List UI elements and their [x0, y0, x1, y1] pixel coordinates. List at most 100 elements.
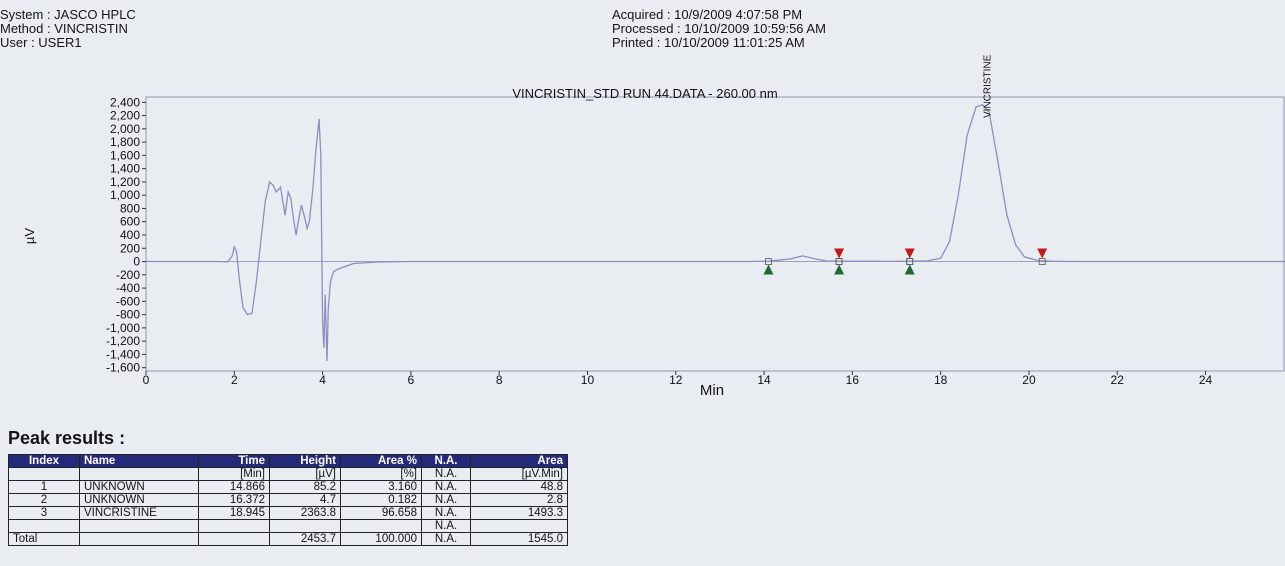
peak-start-marker	[763, 264, 774, 275]
printed-label: Printed : 10/10/2009 11:01:25 AM	[612, 35, 805, 50]
table-cell: N.A.	[421, 506, 471, 520]
peak-start-marker	[834, 264, 845, 275]
x-tick-label: 18	[934, 373, 948, 387]
column-header: Area	[470, 454, 568, 468]
peak-results-title: Peak results :	[8, 428, 126, 448]
system-label: System : JASCO HPLC	[0, 7, 136, 22]
x-tick-label: 24	[1199, 373, 1213, 387]
chromatogram-trace	[146, 103, 1285, 362]
table-cell: 0.182	[340, 493, 422, 507]
y-tick-label: 1,000	[110, 188, 140, 202]
peak-end-marker	[1037, 248, 1048, 259]
table-cell: 1545.0	[470, 532, 568, 546]
x-tick-label: 10	[581, 373, 595, 387]
y-tick-label: -1,400	[106, 347, 140, 361]
method-label: Method : VINCRISTIN	[0, 21, 128, 36]
table-cell: 3.160	[340, 480, 422, 494]
x-tick-label: 2	[231, 373, 238, 387]
table-cell: [µV]	[269, 467, 341, 481]
table-cell: 4.7	[269, 493, 341, 507]
table-cell: 2	[8, 493, 80, 507]
table-cell: N.A.	[421, 480, 471, 494]
table-cell: N.A.	[421, 467, 471, 481]
column-header: Name	[79, 454, 199, 468]
table-cell: [µV.Min]	[470, 467, 568, 481]
x-tick-label: 0	[143, 373, 150, 387]
table-cell: N.A.	[421, 493, 471, 507]
table-cell	[470, 519, 568, 533]
y-tick-label: -200	[116, 268, 140, 282]
table-row: 3 VINCRISTINE 18.945 2363.8 96.658 N.A. 1493.3	[8, 506, 568, 520]
column-header: Time	[198, 454, 270, 468]
table-cell: VINCRISTINE	[79, 506, 199, 520]
table-cell: 16.372	[198, 493, 270, 507]
y-tick-label: 800	[120, 201, 140, 215]
plot-frame	[145, 96, 1285, 372]
y-tick-label: -400	[116, 281, 140, 295]
table-row: 2 UNKNOWN 16.372 4.7 0.182 N.A. 2.8	[8, 493, 568, 507]
y-tick-label: 1,800	[110, 135, 140, 149]
table-cell	[8, 519, 80, 533]
acquired-label: Acquired : 10/9/2009 4:07:58 PM	[612, 7, 803, 22]
table-row: 1 UNKNOWN 14.866 85.2 3.160 N.A. 48.8	[8, 480, 568, 494]
processed-label: Processed : 10/10/2009 10:59:56 AM	[612, 21, 826, 36]
table-cell	[198, 519, 270, 533]
table-cell: 18.945	[198, 506, 270, 520]
table-cell: 1	[8, 480, 80, 494]
table-cell: UNKNOWN	[79, 480, 199, 494]
y-tick-label: -1,200	[106, 334, 140, 348]
table-cell	[340, 519, 422, 533]
y-tick-label: 1,200	[110, 175, 140, 189]
column-header: N.A.	[421, 454, 471, 468]
table-cell: 2453.7	[269, 532, 341, 546]
table-cell	[8, 467, 80, 481]
y-tick-label: -800	[116, 308, 140, 322]
y-tick-label: 2,000	[110, 122, 140, 136]
chromatogram-chart: VINCRISTIN_STD RUN 44.DATA - 260.00 nm M…	[22, 54, 1285, 399]
table-row: N.A.	[8, 519, 568, 533]
column-header: Index	[8, 454, 80, 468]
peak-end-marker	[834, 248, 845, 259]
peak-start-marker	[904, 264, 915, 275]
units-row: [Min] [µV] [%] N.A. [µV.Min]	[8, 467, 568, 481]
x-tick-label: 12	[669, 373, 683, 387]
y-tick-label: 2,400	[110, 95, 140, 109]
table-cell: 3	[8, 506, 80, 520]
x-tick-label: 8	[496, 373, 503, 387]
x-tick-label: 22	[1111, 373, 1125, 387]
table-cell: [%]	[340, 467, 422, 481]
x-tick-label: 14	[757, 373, 771, 387]
peak-results-table: Index Name Time Height Area % N.A. Area [Min][…	[8, 454, 568, 546]
table-cell: 2363.8	[269, 506, 341, 520]
table-header-row: Index Name Time Height Area % N.A. Area	[8, 454, 568, 468]
table-cell: [Min]	[198, 467, 270, 481]
column-header: Height	[269, 454, 341, 468]
y-tick-label: 1,400	[110, 162, 140, 176]
table-cell: 48.8	[470, 480, 568, 494]
table-cell	[269, 519, 341, 533]
column-header: Area %	[340, 454, 422, 468]
peak-label-vincristine: VINCRISTINE	[983, 54, 994, 118]
x-tick-label: 16	[846, 373, 860, 387]
y-tick-label: -1,000	[106, 321, 140, 335]
table-cell	[79, 519, 199, 533]
x-tick-label: 20	[1022, 373, 1036, 387]
table-cell: 100.000	[340, 532, 422, 546]
table-row: Total 2453.7 100.000 N.A. 1545.0	[8, 532, 568, 546]
y-tick-label: 200	[120, 241, 140, 255]
header-left: System : JASCO HPLC Method : VINCRISTIN …	[0, 8, 136, 50]
x-tick-label: 6	[408, 373, 415, 387]
table-cell	[79, 532, 199, 546]
y-tick-label: 2,200	[110, 109, 140, 123]
y-tick-label: 600	[120, 215, 140, 229]
table-cell: Total	[8, 532, 80, 546]
table-cell: 96.658	[340, 506, 422, 520]
x-axis-title: Min	[700, 382, 724, 399]
header-right: Acquired : 10/9/2009 4:07:58 PM Processe…	[612, 8, 826, 50]
y-tick-label: 400	[120, 228, 140, 242]
table-cell: 14.866	[198, 480, 270, 494]
table-cell: N.A.	[421, 519, 471, 533]
peak-end-marker	[904, 248, 915, 259]
x-tick-label: 4	[319, 373, 326, 387]
table-cell	[79, 467, 199, 481]
